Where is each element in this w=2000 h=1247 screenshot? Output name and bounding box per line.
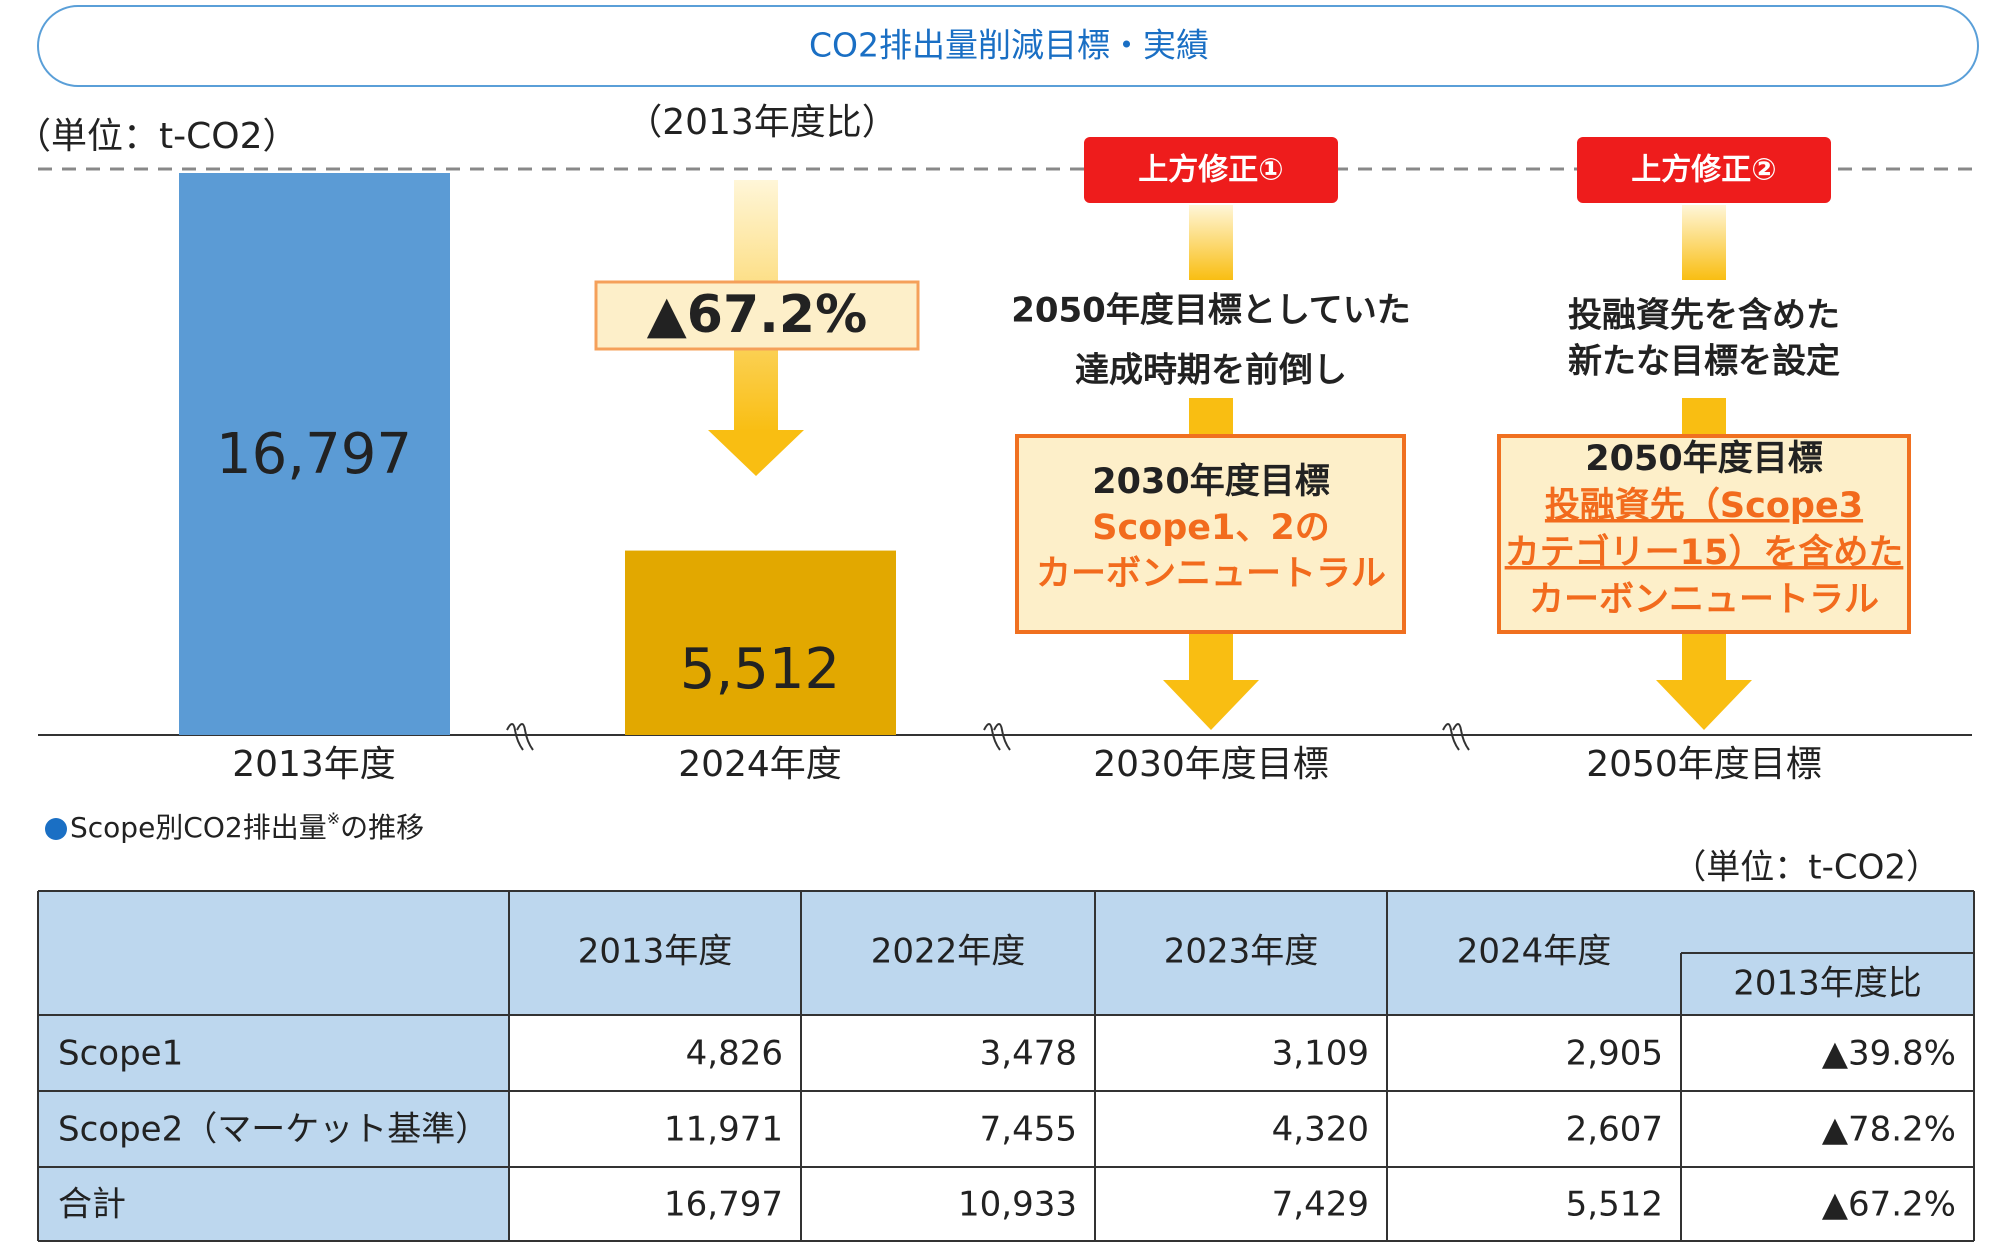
table-cell: 4,826 (686, 1034, 783, 1074)
target-box-line: カテゴリー15）を含めた (1505, 532, 1904, 573)
target-note: 2050年度目標としていた (1011, 291, 1411, 331)
x-tick-label: 2013年度 (232, 744, 396, 785)
table-cell: ▲39.8% (1822, 1034, 1956, 1074)
bar-label: 5,512 (680, 637, 840, 702)
bar (179, 173, 450, 735)
reduction-box (594, 280, 920, 351)
x-tick-label: 2024年度 (678, 744, 842, 785)
table-cell: 5,512 (1566, 1185, 1663, 1225)
heading-note: ※ (327, 809, 340, 828)
badge (1577, 137, 1831, 203)
reduction-label: ▲67.2% (647, 285, 867, 345)
table-unit: （単位：t-CO2） (1672, 848, 1940, 888)
target-note: 新たな目標を設定 (1568, 342, 1840, 382)
table-cell: 2,607 (1566, 1110, 1663, 1150)
bar (625, 550, 896, 735)
table-cell: 11,971 (664, 1110, 783, 1150)
table-cell: 7,429 (1272, 1185, 1369, 1225)
table-cell: 7,455 (980, 1110, 1077, 1150)
table-cell: 16,797 (664, 1185, 783, 1225)
title-pill (37, 5, 1979, 87)
x-tick-label: 2030年度目標 (1093, 744, 1329, 785)
table-cell: 3,478 (980, 1034, 1077, 1074)
target-box-line: 投融資先（Scope3 (1545, 486, 1863, 526)
target-box-title: 2030年度目標 (1092, 462, 1329, 502)
target-note: 投融資先を含めた (1568, 296, 1840, 336)
column-header: 2024年度 (1457, 932, 1612, 972)
breaks (506, 723, 1470, 751)
column-header: 2013年度比 (1733, 964, 1922, 1004)
header-row (38, 891, 1974, 1015)
badge (1084, 137, 1338, 203)
table-cell: 4,320 (1272, 1110, 1369, 1150)
reduction-subtitle: （2013年度比） (626, 102, 898, 143)
column-header: 2022年度 (871, 932, 1026, 972)
target-box (1497, 434, 1911, 634)
column-header: 2013年度 (578, 932, 733, 972)
x-tick-label: 2050年度目標 (1586, 744, 1822, 785)
badge-label: 上方修正① (1138, 153, 1283, 188)
row-header: Scope2（マーケット基準） (58, 1110, 489, 1150)
column-header: 2023年度 (1164, 932, 1319, 972)
row-header-cell (38, 1091, 509, 1167)
target-box-title: 2050年度目標 (1585, 439, 1822, 479)
target-box (1015, 434, 1406, 634)
row-header: Scope1 (58, 1034, 183, 1074)
heading-text: Scope別CO2排出量 (70, 811, 327, 844)
target-box-line: カーボンニュートラル (1529, 580, 1879, 620)
unit: （単位：t-CO2） (15, 116, 298, 157)
heading-suffix: の推移 (340, 811, 424, 844)
table-cell: ▲67.2% (1822, 1185, 1956, 1225)
title: CO2排出量削減目標・実績 (809, 26, 1209, 65)
table-cell: ▲78.2% (1822, 1110, 1956, 1150)
target-box-line: Scope1、2の (1092, 508, 1330, 548)
bar-label: 16,797 (216, 422, 412, 487)
table-cell: 10,933 (958, 1185, 1077, 1225)
bullet (45, 818, 67, 840)
target-box-line: カーボンニュートラル (1036, 554, 1386, 594)
table-cell: 2,905 (1566, 1034, 1663, 1074)
target-note: 達成時期を前倒し (1075, 351, 1347, 391)
badge-label: 上方修正② (1631, 153, 1776, 188)
row-header-cell (38, 1167, 509, 1241)
row-header: 合計 (58, 1185, 126, 1225)
table-cell: 3,109 (1272, 1034, 1369, 1074)
table-heading: Scope別CO2排出量※の推移 (70, 809, 424, 845)
row-header-cell (38, 1015, 509, 1091)
